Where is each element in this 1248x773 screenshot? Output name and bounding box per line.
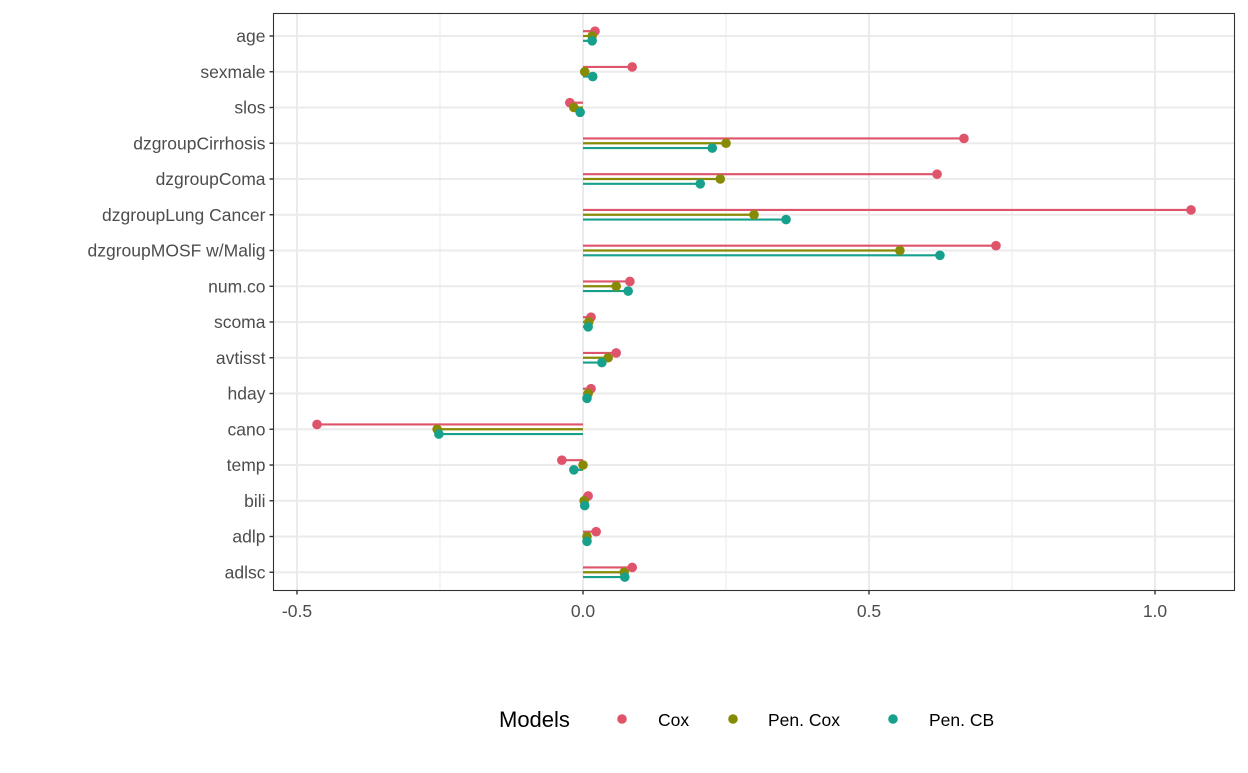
legend-title: Models (499, 707, 570, 732)
y-tick-label: temp (227, 455, 266, 475)
point-cox (611, 348, 621, 358)
y-tick-label: scoma (214, 312, 266, 332)
point-pen-cb (623, 286, 633, 296)
x-tick-label: 0.5 (857, 601, 881, 621)
grid-lines (273, 13, 1235, 591)
point-pen-cb (569, 465, 579, 475)
point-cox (991, 240, 1001, 251)
y-tick-label: bili (244, 491, 265, 511)
point-cox (932, 169, 942, 179)
point-pen-cox (611, 281, 621, 292)
legend-key-pen-cox (728, 714, 738, 724)
point-pen-cb (582, 536, 592, 547)
y-tick-label: adlsc (225, 562, 266, 582)
x-tick-label: 0.0 (571, 601, 596, 621)
point-pen-cb (707, 143, 718, 153)
point-cox (959, 133, 969, 144)
point-pen-cb (619, 572, 630, 582)
lollipop-stems (317, 30, 1192, 579)
point-pen-cb (582, 393, 592, 404)
y-tick-label: adlp (232, 527, 265, 547)
point-pen-cb (575, 107, 585, 118)
x-tick-label: 1.0 (1143, 601, 1168, 621)
point-cox (627, 562, 637, 573)
legend-label: Cox (658, 710, 689, 730)
point-pen-cox (715, 174, 726, 184)
point-pen-cox (721, 138, 731, 149)
point-cox (312, 419, 322, 430)
point-pen-cb (695, 179, 706, 189)
lollipop-points (312, 26, 1196, 582)
point-pen-cb (587, 36, 597, 46)
legend: Models Cox Pen. Cox Pen. CB (499, 707, 994, 732)
y-tick-label: cano (228, 419, 266, 439)
point-pen-cb (597, 357, 607, 368)
panel-border (272, 12, 1236, 592)
y-tick-label: dzgroupCirrhosis (133, 133, 266, 153)
y-axis: age sexmale slos dzgroupCirrhosis dzgroupCom… (88, 26, 274, 582)
y-tick-label: num.co (208, 276, 265, 296)
point-pen-cb (583, 322, 593, 332)
y-tick-label: dzgroupLung Cancer (102, 205, 266, 225)
point-pen-cb (434, 429, 444, 439)
point-pen-cox (578, 460, 588, 470)
x-axis: -0.5 0.0 0.5 1.0 (282, 590, 1168, 621)
y-tick-label: dzgroupMOSF w/Malig (88, 241, 266, 261)
point-cox (1186, 205, 1196, 215)
legend-key-pen-cb (888, 714, 898, 724)
point-pen-cox (579, 66, 590, 77)
legend-label: Pen. Cox (768, 710, 840, 730)
x-tick-label: -0.5 (282, 601, 312, 621)
point-pen-cox (749, 209, 759, 220)
y-tick-label: sexmale (200, 62, 265, 82)
y-tick-label: age (236, 26, 265, 46)
y-tick-label: slos (234, 98, 265, 118)
y-tick-label: avtisst (216, 348, 266, 368)
point-cox (591, 526, 601, 537)
point-pen-cb (579, 500, 590, 511)
legend-key-cox (617, 714, 627, 724)
y-tick-label: dzgroupComa (156, 169, 266, 189)
point-cox (625, 276, 635, 287)
point-pen-cb (781, 214, 791, 225)
point-pen-cb (587, 71, 598, 82)
y-tick-label: hday (228, 384, 266, 404)
point-pen-cb (935, 250, 945, 261)
point-cox (557, 455, 567, 466)
point-pen-cox (895, 245, 905, 256)
point-cox (627, 62, 637, 72)
legend-label: Pen. CB (929, 710, 994, 730)
